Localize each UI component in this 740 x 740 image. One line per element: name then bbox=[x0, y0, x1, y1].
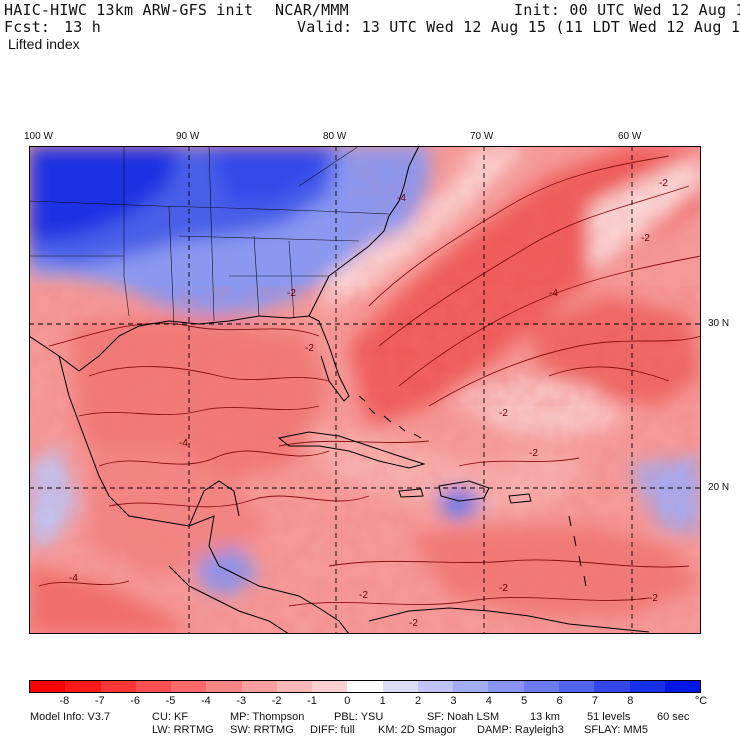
footer-resolution: 13 km bbox=[530, 711, 560, 723]
contour-label: -2 bbox=[409, 618, 418, 629]
footer-model-info: Model Info: V3.7 bbox=[30, 711, 111, 723]
colorbar-swatch bbox=[347, 681, 383, 692]
contour-label: -4 bbox=[179, 438, 188, 449]
colorbar-swatch bbox=[30, 681, 66, 692]
colorbar-tick-label: 8 bbox=[627, 695, 634, 707]
lat-label-30n: 30 N bbox=[708, 318, 730, 329]
contour-label: -2 bbox=[529, 448, 538, 459]
colorbar-tick-label: 0 bbox=[344, 695, 351, 707]
state-borders bbox=[29, 146, 390, 327]
colorbar-tick-label: 3 bbox=[450, 695, 457, 707]
colorbar-swatch bbox=[100, 681, 136, 692]
lon-label-80w: 80 W bbox=[323, 131, 347, 142]
footer-cu: CU: KF bbox=[152, 711, 189, 723]
footer-diff: DIFF: full bbox=[310, 724, 355, 736]
colorbar-swatch bbox=[594, 681, 630, 692]
footer-mp: MP: Thompson bbox=[230, 711, 305, 723]
colorbar-tick-label: 2 bbox=[414, 695, 422, 707]
contour-label-group: -2 -2 -4 -2 -2 -4 -2 -2 -4 -2 -2 -2 -4 -… bbox=[69, 178, 668, 629]
field-name: Lifted index bbox=[8, 36, 80, 52]
footer-sf: SF: Noah LSM bbox=[427, 711, 500, 723]
colorbar-swatch bbox=[664, 681, 701, 692]
init-time: Init: 00 UTC Wed 12 Aug 15 bbox=[514, 1, 740, 19]
coastlines bbox=[29, 146, 650, 634]
footer-sflay: SFLAY: MM5 bbox=[584, 724, 648, 736]
footer-pbl: PBL: YSU bbox=[334, 711, 384, 723]
colorbar-tick-label: -4 bbox=[200, 695, 211, 707]
contour-label: -4 bbox=[549, 288, 558, 299]
forecast-hour: 13 h bbox=[64, 18, 101, 36]
graticule bbox=[29, 146, 701, 634]
footer-lw: LW: RRTMG bbox=[152, 724, 214, 736]
contour-label: -2 bbox=[499, 583, 508, 594]
footer-sw: SW: RRTMG bbox=[230, 724, 294, 736]
lon-label-60w: 60 W bbox=[618, 131, 642, 142]
contour-label: -2 bbox=[659, 178, 668, 189]
footer-damp: DAMP: Rayleigh3 bbox=[477, 724, 564, 736]
colorbar-swatch bbox=[135, 681, 172, 692]
colorbar-tick-label: -1 bbox=[307, 695, 317, 707]
colorbar-tick-label: 1 bbox=[379, 695, 386, 707]
lon-label-100w: 100 W bbox=[24, 131, 53, 142]
colorbar-tick-label: -3 bbox=[236, 695, 247, 707]
lat-label-20n: 20 N bbox=[708, 482, 730, 493]
field-texture-2 bbox=[349, 146, 701, 406]
lifted-index-map: -2 -2 -4 -2 -2 -4 -2 -2 -4 -2 -2 -2 -4 -… bbox=[29, 146, 701, 634]
lon-label-70w: 70 W bbox=[470, 131, 494, 142]
contour-label: -2 bbox=[359, 590, 368, 601]
colorbar-swatch bbox=[65, 681, 101, 692]
colorbar bbox=[29, 680, 701, 693]
colorbar-tick-label: -8 bbox=[59, 695, 70, 707]
valid-time: Valid: 13 UTC Wed 12 Aug 15 (11 LDT Wed … bbox=[297, 18, 740, 36]
contour-label: -2 bbox=[649, 593, 658, 604]
colorbar-swatch bbox=[241, 681, 277, 692]
colorbar-swatch bbox=[382, 681, 418, 692]
map-frame bbox=[29, 146, 701, 634]
colorbar-swatch bbox=[417, 681, 454, 692]
colorbar-swatch bbox=[523, 681, 559, 692]
colorbar-tick-label: 7 bbox=[591, 695, 598, 707]
colorbar-swatch bbox=[453, 681, 489, 692]
lon-label-90w: 90 W bbox=[176, 131, 200, 142]
model-title: HAIC-HIWC 13km ARW-GFS init bbox=[4, 1, 254, 19]
colorbar-tick-label: -5 bbox=[165, 695, 176, 707]
colorbar-tick-label: -2 bbox=[271, 695, 282, 707]
colorbar-unit: °C bbox=[694, 695, 708, 707]
contour-lines bbox=[38, 155, 701, 607]
contour-label: -2 bbox=[499, 408, 508, 419]
footer-levels: 51 levels bbox=[587, 711, 631, 723]
agency-label: NCAR/MMM bbox=[275, 1, 349, 19]
colorbar-tick-label: 6 bbox=[556, 695, 563, 707]
colorbar-swatch bbox=[206, 681, 242, 692]
colorbar-tick-label: -6 bbox=[130, 695, 140, 707]
colorbar-swatch bbox=[171, 681, 207, 692]
contour-label: -2 bbox=[287, 288, 296, 299]
footer-timestep: 60 sec bbox=[657, 711, 690, 723]
footer-km: KM: 2D Smagor bbox=[378, 724, 457, 736]
colorbar-tick-label: -7 bbox=[94, 695, 105, 707]
contour-label: -2 bbox=[641, 233, 650, 244]
contour-label: -4 bbox=[397, 193, 406, 204]
colorbar-swatch bbox=[276, 681, 313, 692]
forecast-label: Fcst: bbox=[4, 18, 51, 36]
colorbar-swatch bbox=[629, 681, 665, 692]
colorbar-swatch bbox=[558, 681, 595, 692]
colorbar-tick-label: 4 bbox=[485, 695, 492, 707]
contour-label: -4 bbox=[69, 573, 78, 584]
map-canvas: -2 -2 -4 -2 -2 -4 -2 -2 -4 -2 -2 -2 -4 -… bbox=[29, 146, 701, 634]
colorbar-tick-label: 5 bbox=[521, 695, 528, 707]
colorbar-swatch bbox=[488, 681, 524, 692]
contour-label: -2 bbox=[305, 343, 314, 354]
colorbar-swatch bbox=[312, 681, 348, 692]
